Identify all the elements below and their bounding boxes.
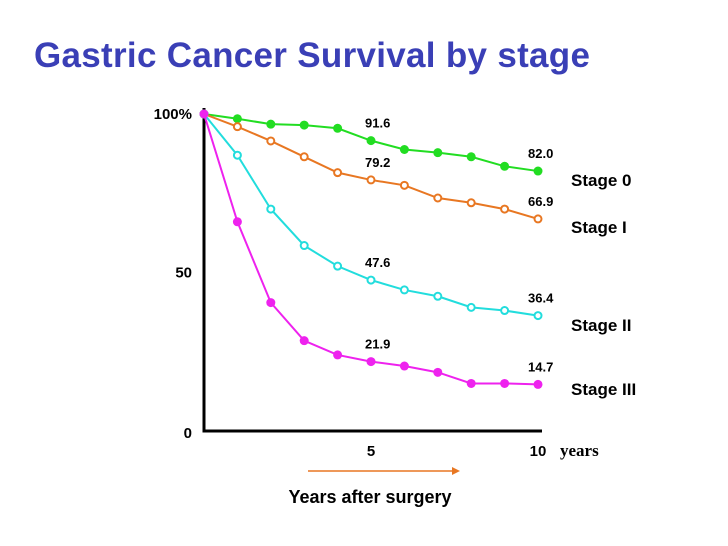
data-point-stage-iii	[399, 361, 409, 371]
data-point-stage-iii	[466, 378, 476, 388]
data-label-stage-ii-x5: 47.6	[365, 255, 390, 270]
chart-series	[199, 109, 543, 389]
legend-label-stage-ii: Stage II	[571, 316, 631, 335]
data-point-stage-iii	[266, 298, 276, 308]
data-point-stage-ii	[500, 306, 510, 316]
data-point-stage-iii	[433, 367, 443, 377]
data-point-stage-iii	[299, 336, 309, 346]
data-label-stage-0-x5: 91.6	[365, 116, 390, 131]
data-point-stage-iii	[533, 379, 543, 389]
data-point-stage-0	[533, 166, 543, 176]
chart-axes: 0 50 100% 5 10 years Years after surgery	[154, 106, 599, 507]
legend-label-stage-i: Stage I	[571, 218, 627, 237]
data-point-stage-ii	[399, 285, 409, 295]
data-point-stage-i	[366, 175, 376, 185]
x-unit-label: years	[560, 441, 599, 460]
y-tick-label-0: 0	[184, 425, 192, 442]
legend-label-stage-0: Stage 0	[571, 171, 631, 190]
y-tick-label-50: 50	[175, 265, 192, 282]
data-label-stage-ii-x10: 36.4	[528, 291, 554, 306]
legend-label-stage-iii: Stage III	[571, 380, 636, 399]
data-point-stage-iii	[232, 217, 242, 227]
data-label-stage-i-x5: 79.2	[365, 155, 390, 170]
data-point-stage-ii	[466, 302, 476, 312]
x-axis-arrow-head	[452, 467, 460, 475]
data-point-stage-i	[399, 180, 409, 190]
data-point-stage-0	[500, 161, 510, 171]
data-point-stage-0	[299, 120, 309, 130]
data-point-stage-0	[266, 119, 276, 129]
data-point-stage-ii	[232, 150, 242, 160]
data-point-stage-i	[299, 152, 309, 162]
data-point-stage-0	[466, 152, 476, 162]
data-point-stage-0	[333, 123, 343, 133]
data-point-stage-ii	[366, 275, 376, 285]
data-point-stage-i	[333, 168, 343, 178]
chart-title: Gastric Cancer Survival by stage	[34, 36, 591, 75]
data-label-stage-0-x10: 82.0	[528, 146, 553, 161]
data-label-stage-i-x10: 66.9	[528, 194, 553, 209]
data-point-stage-0	[232, 114, 242, 124]
data-point-stage-ii	[266, 204, 276, 214]
data-point-stage-iii	[366, 357, 376, 367]
y-tick-label-100: 100%	[154, 106, 192, 123]
data-point-stage-0	[366, 136, 376, 146]
data-label-stage-iii-x10: 14.7	[528, 359, 553, 374]
x-tick-label-10: 10	[530, 443, 547, 460]
data-point-stage-iii	[333, 350, 343, 360]
data-point-stage-ii	[533, 311, 543, 321]
data-point-stage-i	[433, 193, 443, 203]
data-point-stage-0	[399, 145, 409, 155]
data-point-stage-i	[266, 136, 276, 146]
data-point-stage-ii	[333, 261, 343, 271]
data-point-stage-i	[533, 214, 543, 224]
data-point-stage-ii	[299, 241, 309, 251]
x-tick-label-5: 5	[367, 443, 375, 460]
data-point-stage-ii	[433, 291, 443, 301]
data-label-stage-iii-x5: 21.9	[365, 337, 390, 352]
data-point-stage-i	[232, 122, 242, 132]
data-point-stage-iii	[199, 109, 209, 119]
data-point-stage-0	[433, 148, 443, 158]
data-point-stage-iii	[500, 378, 510, 388]
data-point-stage-i	[500, 204, 510, 214]
data-point-stage-i	[466, 198, 476, 208]
chart-labels: 91.6 79.2 47.6 21.9 82.0 66.9 36.4 14.7 Stage 0 S…	[365, 116, 636, 399]
x-axis-title: Years after surgery	[288, 487, 451, 507]
